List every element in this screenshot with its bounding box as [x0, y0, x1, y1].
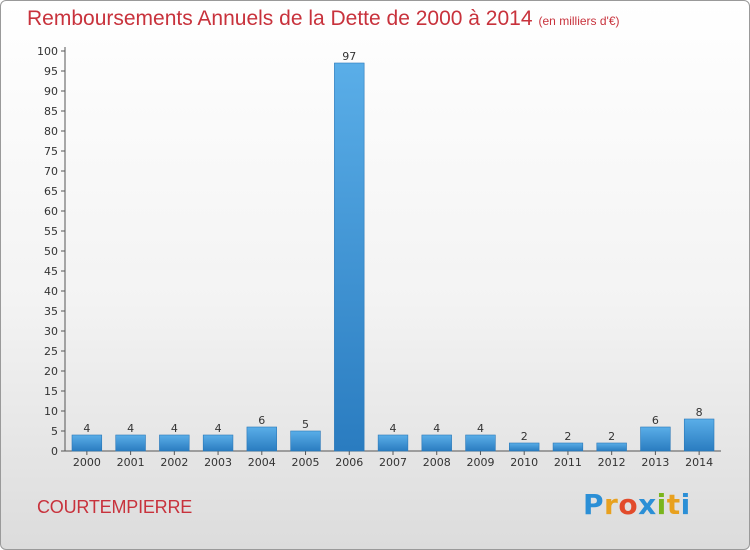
bar-value-label: 8	[696, 406, 703, 419]
y-tick-label: 70	[44, 165, 58, 178]
bar	[115, 434, 146, 452]
x-tick-label: 2001	[117, 456, 145, 469]
bar	[290, 430, 321, 452]
x-tick-label: 2002	[160, 456, 188, 469]
bar	[246, 426, 277, 452]
x-tick-label: 2008	[423, 456, 451, 469]
bar-value-label: 97	[342, 50, 356, 63]
y-tick-label: 80	[44, 125, 58, 138]
chart-title: Remboursements Annuels de la Dette de 20…	[27, 7, 620, 31]
bar-value-label: 2	[608, 430, 615, 443]
x-tick-label: 2007	[379, 456, 407, 469]
x-axis: 2000 2001 2002 2003 2004 2005 2006 2007 2008 2009…	[65, 450, 721, 469]
x-tick-label: 2006	[335, 456, 363, 469]
bar	[377, 434, 409, 452]
x-tick-label: 2000	[73, 456, 101, 469]
bar	[334, 62, 365, 452]
chart-subtitle: (en milliers d'€)	[538, 14, 620, 28]
bar	[596, 442, 627, 452]
x-tick-label: 2014	[685, 456, 713, 469]
x-tick-label: 2009	[466, 456, 494, 469]
x-tick-label: 2013	[641, 456, 669, 469]
y-tick-label: 75	[44, 145, 58, 158]
bar	[683, 418, 715, 452]
x-tick-label: 2005	[292, 456, 320, 469]
y-tick-label: 50	[44, 245, 58, 258]
bar	[71, 434, 103, 452]
bar-value-label: 4	[477, 422, 484, 435]
bar	[159, 434, 190, 452]
bar-value-label: 2	[521, 430, 528, 443]
y-axis: 0 5 10 15 20 25 30 35 40 45 50 55 60 65 70 75 80 85 90 95 10…	[37, 45, 66, 458]
bar-value-label: 4	[215, 422, 222, 435]
x-tick-label: 2010	[510, 456, 538, 469]
bar	[552, 442, 584, 452]
x-tick-label: 2004	[248, 456, 276, 469]
bar	[465, 434, 496, 452]
x-tick-label: 2011	[554, 456, 582, 469]
chart-title-text: Remboursements Annuels de la Dette de 20…	[27, 7, 533, 30]
y-tick-label: 40	[44, 285, 58, 298]
y-tick-label: 25	[44, 345, 58, 358]
bar	[421, 434, 452, 452]
bars	[71, 62, 715, 452]
bar-value-label: 4	[390, 422, 397, 435]
y-tick-label: 90	[44, 85, 58, 98]
y-tick-label: 65	[44, 185, 58, 198]
bar	[202, 434, 234, 452]
y-tick-label: 30	[44, 325, 58, 338]
bar-value-label: 2	[564, 430, 571, 443]
value-labels: 4 4 4 4 6 5 97 4 4 4 2 2 2 6 8	[83, 50, 702, 443]
y-tick-label: 10	[44, 405, 58, 418]
bar	[640, 426, 671, 452]
y-tick-label: 20	[44, 365, 58, 378]
commune-name: COURTEMPIERRE	[37, 497, 193, 517]
bar-value-label: 4	[83, 422, 90, 435]
y-tick-label: 95	[44, 65, 58, 78]
y-tick-label: 35	[44, 305, 58, 318]
y-tick-label: 15	[44, 385, 58, 398]
y-tick-label: 60	[44, 205, 58, 218]
y-tick-label: 100	[37, 45, 58, 58]
bar	[509, 442, 540, 452]
bar-value-label: 4	[433, 422, 440, 435]
x-tick-label: 2003	[204, 456, 232, 469]
y-tick-label: 45	[44, 265, 58, 278]
y-tick-label: 55	[44, 225, 58, 238]
bar-value-label: 5	[302, 418, 309, 431]
bar-value-label: 6	[652, 414, 659, 427]
y-tick-label: 5	[51, 425, 58, 438]
proxiti-logo: Proxiti	[583, 488, 691, 521]
y-tick-label: 85	[44, 105, 58, 118]
y-tick-label: 0	[51, 445, 58, 458]
bar-value-label: 4	[171, 422, 178, 435]
bar-value-label: 4	[127, 422, 134, 435]
x-tick-label: 2012	[598, 456, 626, 469]
bar-value-label: 6	[258, 414, 265, 427]
